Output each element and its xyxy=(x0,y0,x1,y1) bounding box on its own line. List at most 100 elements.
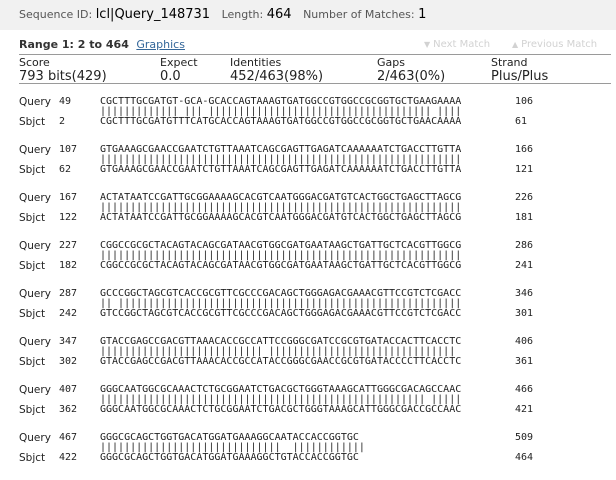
subject-label: Sbjct xyxy=(19,404,46,416)
query-line: Query 287 GCCCGGCTAGCGTCACCGCGTTCGCCCGACAG… xyxy=(19,288,616,300)
sequence-id: lcl|Query_148731 xyxy=(95,7,211,22)
query-start: 49 xyxy=(59,96,72,107)
query-line: Query 467 GGGCGCAGCTGGTGACATGGATGAAAGGCAAT… xyxy=(19,432,616,444)
query-end: 226 xyxy=(515,192,534,203)
match-line: ||||||||||||||||||||||||||||||||||||||||… xyxy=(19,202,616,213)
alignment-block: Query 347 GTACCGAGCCGACGTTAAACACCGCCATTCCG… xyxy=(19,336,616,384)
match-bars: ||||||||||||||||||||||||||||||||||||||||… xyxy=(100,394,462,405)
arrow-up-icon: ▲ xyxy=(512,40,519,49)
identities-header: Identities xyxy=(230,56,282,69)
subject-sequence: GTACCGAGCCGACGTTAAACACCGCCATACCGGGCGAACC… xyxy=(100,356,462,367)
alignment-block: Query 227 CGGCCGCGCTACAGTACAGCGATAACGTGGCG… xyxy=(19,240,616,288)
query-line: Query 407 GGGCAATGGCGCAAACTCTGCGGAATCTGACG… xyxy=(19,384,616,396)
alignment-block: Query 49 CGCTTTGCGATGT-GCA-GCACCAGTAAAGTGA… xyxy=(19,96,616,144)
subject-label: Sbjct xyxy=(19,164,46,176)
match-line: ||||||||||||||||||||||||||| ||||||||||||… xyxy=(19,346,616,357)
query-line: Query 347 GTACCGAGCCGACGTTAAACACCGCCATTCCG… xyxy=(19,336,616,348)
identities-value: 452/463(98%) xyxy=(230,69,324,84)
query-line: Query 167 ACTATAATCCGATTGCGGAAAAGCACGTCAAT… xyxy=(19,192,616,204)
length-label: Length: xyxy=(221,8,264,21)
alignment-stats: Score 793 bits(429) Expect 0.0 Identitie… xyxy=(19,56,616,84)
match-bars: ||||||||||||||||||||||||||||||||||||||||… xyxy=(100,202,462,213)
query-start: 347 xyxy=(59,336,78,347)
subject-start: 422 xyxy=(59,452,78,463)
match-line: ||||||||||||||||||||||||||||||||||||||||… xyxy=(19,154,616,165)
subject-line: Sbjct 2 CGCTTTGCGATGTTTCATGCACCAGTAAAGTGAT… xyxy=(19,116,616,128)
matches-value: 1 xyxy=(418,7,427,22)
query-sequence: CGCTTTGCGATGT-GCA-GCACCAGTAAAGTGATGGCCGT… xyxy=(100,96,462,107)
subject-sequence: GTGAAAGCGAACCGAATCTGTTAAATCAGCGAGTTGAGAT… xyxy=(100,164,462,175)
subject-sequence: ACTATAATCCGATTGCGGAAAAGCACGTCAATGGGACGAT… xyxy=(100,212,462,223)
previous-match-link[interactable]: ▲ Previous Match xyxy=(512,39,597,50)
strand-header: Strand xyxy=(491,56,528,69)
match-bars: ||||||||||||||||||||||||||| ||||||||||||… xyxy=(100,346,456,357)
subject-sequence: CGGCCGCGCTACAGTACAGCGATAACGTGGCGATGAATAA… xyxy=(100,260,462,271)
query-start: 467 xyxy=(59,432,78,443)
next-match-link[interactable]: ▼ Next Match xyxy=(424,39,490,50)
range-row: Range 1: 2 to 464 Graphics ▼ Next Match ▲… xyxy=(19,38,616,52)
subject-start: 2 xyxy=(59,116,66,127)
query-end: 406 xyxy=(515,336,534,347)
subject-line: Sbjct 122 ACTATAATCCGATTGCGGAAAAGCACGTCAAT… xyxy=(19,212,616,224)
subject-end: 421 xyxy=(515,404,534,415)
match-bars: ||||||||||||| ||| ||||||||||||||||||||||… xyxy=(100,106,462,117)
match-bars: ||||||||||||||||||||||||||||||||||||||||… xyxy=(100,250,462,261)
subject-start: 302 xyxy=(59,356,78,367)
score-stat: Score 793 bits(429) xyxy=(19,56,107,84)
query-start: 107 xyxy=(59,144,78,155)
query-label: Query xyxy=(19,432,51,444)
match-line: ||||||||||||||||||||||||||||||||||||||||… xyxy=(19,394,616,405)
stats-bottom-divider xyxy=(19,83,611,84)
strand-stat: Strand Plus/Plus xyxy=(491,56,548,84)
query-label: Query xyxy=(19,144,51,156)
matches-label: Number of Matches: xyxy=(303,8,415,21)
match-bars: |||||||||||||||||||||||||||||| |||||||||… xyxy=(100,442,365,453)
expect-stat: Expect 0.0 xyxy=(160,56,198,84)
previous-match-label: Previous Match xyxy=(521,39,598,50)
graphics-link[interactable]: Graphics xyxy=(136,38,185,51)
gaps-stat: Gaps 2/463(0%) xyxy=(377,56,445,84)
gaps-value: 2/463(0%) xyxy=(377,69,446,84)
sequence-id-label: Sequence ID: xyxy=(19,8,93,21)
match-bars: ||||||||||||||||||||||||||||||||||||||||… xyxy=(100,154,462,165)
subject-label: Sbjct xyxy=(19,308,46,320)
query-start: 407 xyxy=(59,384,78,395)
subject-end: 301 xyxy=(515,308,534,319)
query-start: 227 xyxy=(59,240,78,251)
subject-end: 361 xyxy=(515,356,534,367)
alignment-block: Query 287 GCCCGGCTAGCGTCACCGCGTTCGCCCGACAG… xyxy=(19,288,616,336)
query-label: Query xyxy=(19,384,51,396)
subject-line: Sbjct 422 GGGCGCAGCTGGTGACATGGATGAAAGGCTGT… xyxy=(19,452,616,464)
alignment-block: Query 467 GGGCGCAGCTGGTGACATGGATGAAAGGCAAT… xyxy=(19,432,616,480)
subject-end: 61 xyxy=(515,116,528,127)
score-value: 793 bits(429) xyxy=(19,69,107,84)
subject-line: Sbjct 302 GTACCGAGCCGACGTTAAACACCGCCATACCG… xyxy=(19,356,616,368)
subject-label: Sbjct xyxy=(19,452,46,464)
alignment-block: Query 107 GTGAAAGCGAACCGAATCTGTTAAATCAGCGA… xyxy=(19,144,616,192)
expect-header: Expect xyxy=(160,56,198,69)
subject-end: 464 xyxy=(515,452,534,463)
query-label: Query xyxy=(19,240,51,252)
arrow-down-icon: ▼ xyxy=(424,40,431,49)
subject-start: 182 xyxy=(59,260,78,271)
query-start: 287 xyxy=(59,288,78,299)
match-line: ||||||||||||| ||| ||||||||||||||||||||||… xyxy=(19,106,616,117)
query-label: Query xyxy=(19,336,51,348)
subject-sequence: GTCCGGCTAGCGTCACCGCGTTCGCCCGACAGCTGGGAGA… xyxy=(100,308,462,319)
sequence-header: Sequence ID: lcl|Query_148731 Length: 46… xyxy=(0,0,616,30)
alignment-block: Query 167 ACTATAATCCGATTGCGGAAAAGCACGTCAAT… xyxy=(19,192,616,240)
query-line: Query 227 CGGCCGCGCTACAGTACAGCGATAACGTGGCG… xyxy=(19,240,616,252)
query-end: 509 xyxy=(515,432,534,443)
alignment-view: Query 49 CGCTTTGCGATGT-GCA-GCACCAGTAAAGTGA… xyxy=(19,96,616,480)
query-sequence: GGGCAATGGCGCAAACTCTGCGGAATCTGACGCTGGGTAA… xyxy=(100,384,462,395)
length-value: 464 xyxy=(266,7,292,22)
query-sequence: ACTATAATCCGATTGCGGAAAAGCACGTCAATGGGACGAT… xyxy=(100,192,462,203)
subject-end: 121 xyxy=(515,164,534,175)
range-title: Range 1: 2 to 464 xyxy=(19,38,129,51)
query-start: 167 xyxy=(59,192,78,203)
query-sequence: GCCCGGCTAGCGTCACCGCGTTCGCCCGACAGCTGGGAGA… xyxy=(100,288,462,299)
query-sequence: GTGAAAGCGAACCGAATCTGTTAAATCAGCGAGTTGAGAT… xyxy=(100,144,462,155)
match-line: || |||||||||||||||||||||||||||||||||||||… xyxy=(19,298,616,309)
match-bars: || |||||||||||||||||||||||||||||||||||||… xyxy=(100,298,462,309)
query-label: Query xyxy=(19,192,51,204)
